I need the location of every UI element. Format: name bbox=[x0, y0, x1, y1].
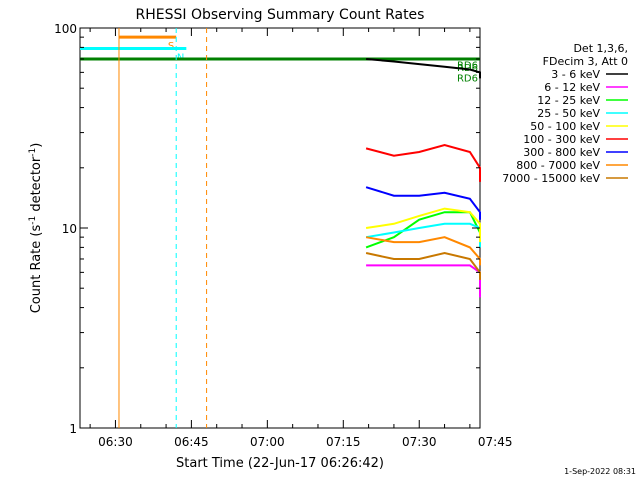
x-tick-label: 06:45 bbox=[174, 435, 209, 449]
legend-entry: 50 - 100 keV bbox=[530, 120, 600, 133]
legend-entry: 12 - 25 keV bbox=[537, 94, 600, 107]
chart-title: RHESSI Observing Summary Count Rates bbox=[136, 7, 425, 23]
footer-timestamp: 1-Sep-2022 08:31 bbox=[564, 467, 636, 476]
x-tick-label: 07:30 bbox=[402, 435, 437, 449]
legend-entry: 3 - 6 keV bbox=[551, 68, 600, 81]
legend-header-2: FDecim 3, Att 0 bbox=[543, 55, 628, 68]
y-axis-ticks: 100 10 1 bbox=[54, 22, 480, 436]
x-axis-ticks: 06:30 06:45 07:00 07:15 07:30 07:45 bbox=[89, 28, 513, 449]
legend-entry: 800 - 7000 keV bbox=[516, 159, 600, 172]
series-line bbox=[365, 207, 481, 243]
series-line bbox=[366, 264, 481, 298]
y-tick-label: 10 bbox=[62, 222, 77, 236]
y-axis-label-end: ) bbox=[29, 143, 44, 148]
y-axis-label-sup1: -1 bbox=[28, 216, 38, 225]
x-tick-label: 06:30 bbox=[98, 435, 133, 449]
flag-bars: SNRD6RD6RD6 bbox=[80, 35, 480, 85]
x-tick-label: 07:45 bbox=[478, 435, 513, 449]
flag-label: RD6 bbox=[457, 74, 478, 85]
series-line bbox=[366, 58, 481, 79]
series-line bbox=[365, 251, 481, 280]
y-axis-label: Count Rate (s-1 detector-1) bbox=[28, 143, 44, 314]
legend-entry: 300 - 800 keV bbox=[523, 146, 600, 159]
y-axis-label-sup2: -1 bbox=[28, 148, 38, 157]
legend-header-1: Det 1,3,6, bbox=[573, 42, 628, 55]
series-line bbox=[365, 186, 481, 220]
legend-entry: 100 - 300 keV bbox=[523, 133, 600, 146]
flag-label: S bbox=[168, 41, 174, 52]
legend-entry: 25 - 50 keV bbox=[537, 107, 600, 120]
vertical-markers bbox=[118, 28, 208, 428]
y-tick-label: 100 bbox=[54, 22, 77, 36]
y-axis-label-start: Count Rate (s bbox=[29, 225, 44, 314]
series-lines bbox=[365, 58, 481, 298]
x-tick-label: 07:15 bbox=[326, 435, 361, 449]
legend-entry: 6 - 12 keV bbox=[544, 81, 600, 94]
x-tick-label: 07:00 bbox=[250, 435, 285, 449]
y-axis-label-mid: detector bbox=[29, 156, 44, 216]
legend-entry: 7000 - 15000 keV bbox=[502, 172, 600, 185]
flag-label: RD6 bbox=[457, 61, 478, 72]
y-tick-label: 1 bbox=[69, 422, 77, 436]
series-line bbox=[365, 143, 481, 182]
x-axis-label: Start Time (22-Jun-17 06:26:42) bbox=[176, 456, 384, 471]
